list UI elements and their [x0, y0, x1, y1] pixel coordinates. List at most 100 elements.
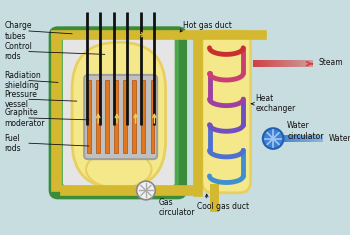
Text: Gas
circulator: Gas circulator: [159, 198, 196, 217]
Bar: [292, 60, 293, 67]
FancyBboxPatch shape: [72, 42, 166, 188]
Bar: [276, 60, 277, 67]
Bar: [321, 135, 322, 142]
Bar: [315, 135, 316, 142]
Bar: [284, 60, 285, 67]
Bar: [298, 135, 299, 142]
Bar: [61, 186, 201, 195]
Bar: [260, 60, 261, 67]
Bar: [308, 135, 309, 142]
Bar: [309, 60, 310, 67]
Bar: [281, 60, 282, 67]
Bar: [114, 80, 118, 153]
Bar: [52, 31, 266, 39]
Text: Heat
exchanger: Heat exchanger: [256, 94, 296, 114]
Bar: [294, 135, 295, 142]
Bar: [295, 60, 296, 67]
Circle shape: [263, 128, 284, 149]
Bar: [150, 80, 154, 153]
Bar: [291, 135, 292, 142]
Bar: [123, 80, 127, 153]
Bar: [291, 60, 292, 67]
Bar: [306, 135, 307, 142]
Bar: [259, 60, 260, 67]
Bar: [278, 60, 279, 67]
Bar: [317, 135, 318, 142]
Bar: [301, 60, 302, 67]
Bar: [194, 39, 202, 196]
Bar: [313, 135, 314, 142]
Bar: [289, 135, 290, 142]
Bar: [295, 135, 296, 142]
Bar: [293, 135, 294, 142]
Text: Pressure
vessel: Pressure vessel: [5, 90, 37, 109]
Bar: [294, 60, 295, 67]
FancyBboxPatch shape: [202, 31, 251, 193]
Bar: [290, 135, 291, 142]
Bar: [292, 135, 293, 142]
FancyBboxPatch shape: [49, 26, 187, 199]
Bar: [312, 135, 313, 142]
Bar: [307, 135, 308, 142]
Bar: [285, 60, 286, 67]
Bar: [302, 60, 303, 67]
Bar: [319, 135, 320, 142]
Text: Water
circulator: Water circulator: [287, 121, 324, 141]
Bar: [305, 60, 306, 67]
Bar: [267, 60, 268, 67]
Bar: [303, 60, 304, 67]
Bar: [298, 60, 299, 67]
Bar: [254, 60, 256, 67]
Bar: [302, 135, 303, 142]
Bar: [194, 39, 202, 196]
Bar: [320, 135, 321, 142]
Bar: [322, 135, 323, 142]
Bar: [264, 60, 265, 67]
FancyBboxPatch shape: [84, 75, 157, 159]
Text: Hot gas duct: Hot gas duct: [183, 21, 232, 30]
Bar: [308, 60, 309, 67]
Bar: [304, 135, 305, 142]
Text: Fuel
rods: Fuel rods: [5, 133, 21, 153]
Bar: [265, 60, 266, 67]
Bar: [256, 60, 257, 67]
Bar: [279, 135, 280, 142]
Bar: [262, 60, 263, 67]
Bar: [286, 60, 287, 67]
Bar: [266, 60, 267, 67]
Text: Water: Water: [328, 134, 350, 143]
Bar: [270, 60, 271, 67]
Text: Charge
tubes: Charge tubes: [5, 21, 32, 41]
Bar: [314, 135, 315, 142]
Bar: [296, 60, 298, 67]
Ellipse shape: [86, 151, 152, 188]
Bar: [305, 135, 306, 142]
Bar: [273, 60, 274, 67]
Bar: [318, 135, 319, 142]
Bar: [288, 135, 289, 142]
Bar: [52, 35, 61, 191]
Text: Steam: Steam: [319, 58, 344, 67]
Bar: [289, 60, 290, 67]
Bar: [96, 80, 100, 153]
Bar: [271, 60, 272, 67]
Bar: [316, 135, 317, 142]
Bar: [141, 80, 145, 153]
Text: Control
rods: Control rods: [5, 42, 33, 61]
Bar: [309, 135, 310, 142]
Bar: [281, 135, 282, 142]
Bar: [299, 135, 300, 142]
Bar: [210, 184, 219, 212]
Bar: [61, 36, 177, 188]
Bar: [105, 80, 109, 153]
Bar: [310, 60, 312, 67]
Bar: [304, 60, 305, 67]
Bar: [277, 60, 278, 67]
Bar: [284, 135, 285, 142]
Bar: [61, 186, 201, 195]
Bar: [287, 135, 288, 142]
Bar: [132, 80, 136, 153]
Bar: [87, 80, 91, 153]
Bar: [280, 60, 281, 67]
Bar: [257, 60, 258, 67]
